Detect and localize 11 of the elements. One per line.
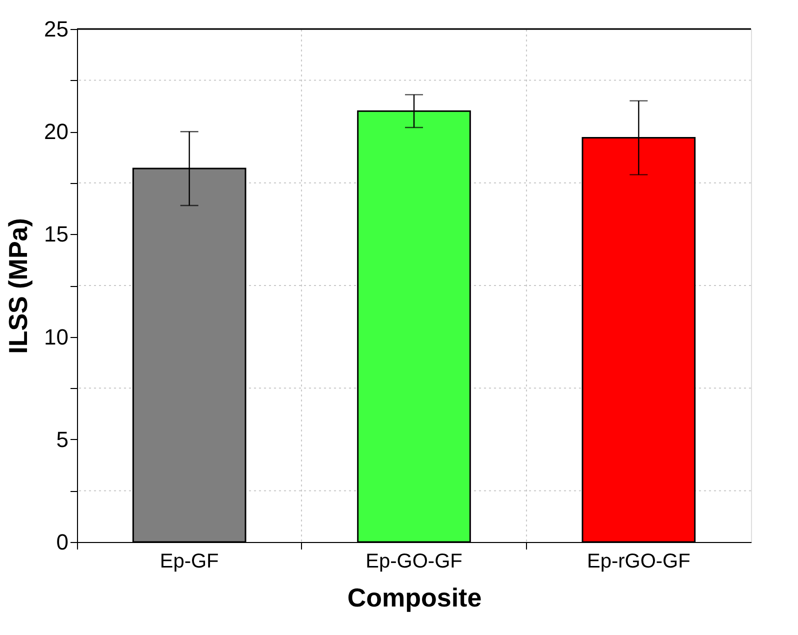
y-tick-label: 20 xyxy=(44,119,68,144)
x-tick-label: Ep-GO-GF xyxy=(366,550,462,572)
y-tick-label: 25 xyxy=(44,16,68,42)
x-tick-label: Ep-GF xyxy=(160,550,219,572)
x-axis-title: Composite xyxy=(347,582,482,612)
y-tick-label: 15 xyxy=(44,222,68,247)
y-tick-label: 0 xyxy=(56,530,68,554)
x-tick-label: Ep-rGO-GF xyxy=(586,550,690,572)
y-tick-label: 10 xyxy=(44,324,68,350)
y-tick-label: 5 xyxy=(56,426,68,452)
y-axis-title: ILSS (MPa) xyxy=(3,218,34,354)
